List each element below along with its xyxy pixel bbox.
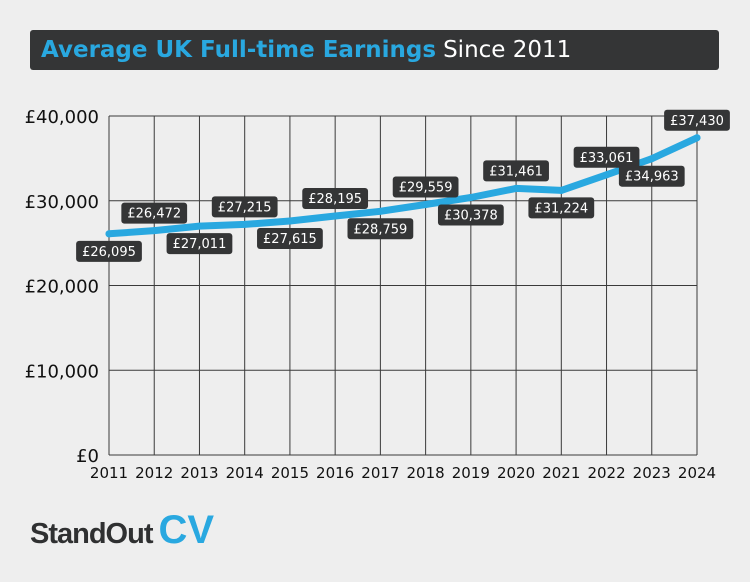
data-label: £28,759 <box>347 218 414 240</box>
data-label: £27,215 <box>211 196 278 218</box>
data-label: £37,430 <box>664 109 730 131</box>
data-label-text: £28,759 <box>354 222 408 237</box>
chart-subtitle: Since 2011 <box>443 37 572 63</box>
chart-title-bar: Average UK Full-time Earnings Since 2011 <box>30 30 719 70</box>
x-tick-label: 2019 <box>452 464 490 482</box>
series-layer <box>105 134 701 238</box>
x-tick-label: 2012 <box>135 464 173 482</box>
data-label-text: £37,430 <box>670 114 724 129</box>
data-label-box <box>528 197 595 219</box>
data-label-box <box>437 204 504 226</box>
data-point <box>241 220 249 228</box>
data-label: £34,963 <box>618 165 685 187</box>
data-point <box>150 227 158 235</box>
data-point <box>467 194 475 202</box>
data-point <box>376 207 384 215</box>
x-tick-label: 2022 <box>587 464 625 482</box>
data-label-text: £26,472 <box>127 207 181 222</box>
data-point <box>512 184 520 192</box>
logo-text: StandOut <box>30 518 153 550</box>
data-label-box <box>76 240 142 262</box>
x-tick-label: 2014 <box>226 464 264 482</box>
data-label-text: £26,095 <box>82 245 136 260</box>
y-tick-label: £30,000 <box>25 192 99 213</box>
x-tick-label: 2017 <box>361 464 399 482</box>
data-label: £28,195 <box>302 188 369 210</box>
y-tick-label: £10,000 <box>25 361 99 382</box>
series-line <box>105 134 701 238</box>
data-label: £29,559 <box>392 176 459 198</box>
axis-labels: £0 £10,000 £20,000 £30,000 £40,000 2011 2012 20… <box>25 107 717 482</box>
data-label-box <box>347 218 414 240</box>
data-label-box <box>211 196 278 218</box>
data-label-box <box>483 160 549 182</box>
data-label-text: £28,195 <box>308 192 362 207</box>
data-label-text: £27,215 <box>218 200 272 215</box>
data-label-box <box>121 202 188 224</box>
data-label-text: £31,461 <box>489 164 543 179</box>
y-tick-label: £0 <box>76 446 99 467</box>
data-label-box <box>302 188 369 210</box>
earnings-line-chart: £0 £10,000 £20,000 £30,000 £40,000 2011 2012 20… <box>25 107 730 482</box>
grid-lines <box>108 115 698 456</box>
y-tick-label: £20,000 <box>25 277 99 298</box>
data-label-text: £33,061 <box>580 151 634 166</box>
data-label-box <box>573 146 640 168</box>
data-label: £27,011 <box>166 233 233 255</box>
data-labels: £26,095 £26,472 £27,011 £27,215 £27,615 £28,1… <box>76 109 730 262</box>
data-label-text: £34,963 <box>625 170 679 185</box>
x-tick-label: 2018 <box>407 464 445 482</box>
x-tick-label: 2016 <box>316 464 354 482</box>
logo-accent: CV <box>158 508 215 552</box>
data-label-box <box>392 176 459 198</box>
chart-title: Average UK Full-time Earnings <box>41 37 437 63</box>
data-point <box>557 186 565 194</box>
data-label-box <box>166 233 233 255</box>
data-label-text: £27,011 <box>173 237 227 252</box>
x-tick-label: 2020 <box>497 464 535 482</box>
data-point <box>648 155 656 163</box>
data-label: £33,061 <box>573 146 640 168</box>
x-tick-label: 2013 <box>180 464 218 482</box>
data-point <box>603 171 611 179</box>
data-point <box>195 222 203 230</box>
data-label-text: £31,224 <box>534 201 588 216</box>
data-label-text: £27,615 <box>263 232 317 247</box>
x-tick-label: 2011 <box>90 464 128 482</box>
data-label: £31,461 <box>483 160 549 182</box>
y-tick-label: £40,000 <box>25 107 99 128</box>
data-point <box>422 200 430 208</box>
standout-cv-logo: StandOut CV <box>30 508 214 553</box>
data-point <box>331 212 339 220</box>
data-label: £26,095 <box>76 240 142 262</box>
x-tick-label: 2023 <box>633 464 671 482</box>
data-point <box>693 134 701 142</box>
data-point <box>105 230 113 238</box>
data-label: £31,224 <box>528 197 595 219</box>
x-tick-label: 2015 <box>271 464 309 482</box>
data-label-text: £30,378 <box>444 209 498 224</box>
data-label: £30,378 <box>437 204 504 226</box>
data-label-text: £29,559 <box>399 180 453 195</box>
x-tick-label: 2024 <box>678 464 716 482</box>
data-label-box <box>664 109 730 131</box>
data-label: £27,615 <box>257 227 323 249</box>
data-point <box>286 217 294 225</box>
data-label-box <box>618 165 685 187</box>
x-tick-label: 2021 <box>542 464 580 482</box>
data-label: £26,472 <box>121 202 188 224</box>
data-label-box <box>257 227 323 249</box>
